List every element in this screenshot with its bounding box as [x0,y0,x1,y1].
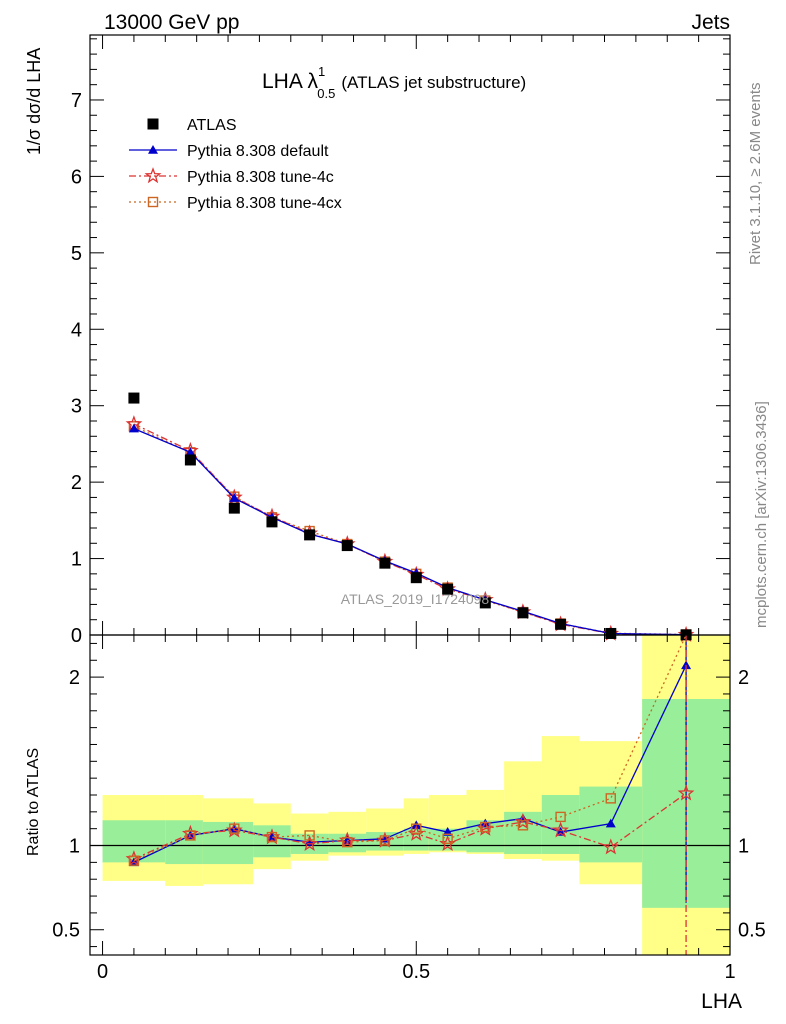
data-point [128,392,140,404]
square-point [266,831,278,843]
analysis-watermark: ATLAS_2019_I1724098 [341,591,490,607]
y-tick-label: 1 [71,549,82,571]
header-left: 13000 GeV pp [104,11,239,34]
triangle-point [555,827,566,836]
y-tick-label: 6 [71,166,82,188]
triangle-point [185,447,196,457]
ratio-tick-label: 2 [738,667,749,689]
x-axis-label: LHA [701,990,742,1013]
y-tick-label: 3 [71,396,82,418]
data-point [555,618,567,630]
plot-title: LHA λ1 0.5(ATLAS jet substructure) [262,64,526,101]
data-point [605,627,617,639]
ratio-line [133,634,687,862]
square-point [185,830,196,841]
data-point [147,118,159,130]
x-tick-label: 0 [97,961,108,983]
y-tick-label: 7 [71,90,82,112]
y-tick-label: 2 [71,472,82,494]
x-tick-label: 1 [724,961,735,983]
square-point [442,833,453,844]
ratio-line [133,665,687,863]
top-panel-frame [89,34,731,636]
star-point [144,167,162,184]
legend-label-default: Pythia 8.308 default [187,143,329,160]
y-tick-label: 0 [71,625,82,647]
star-point [301,834,319,851]
rivet-version-label: Rivet 3.1.10, ≥ 2.6M events [747,83,764,266]
legend-label-tune4cx: Pythia 8.308 tune-4cx [187,195,342,212]
square-point [304,830,315,841]
y-axis-label-top: 1/σ dσ/d LHA [24,48,44,155]
x-tick-label: 0.5 [402,961,430,983]
square-point [555,811,566,823]
legend-label-tune4c: Pythia 8.308 tune-4c [187,169,334,186]
band-inner [102,820,166,863]
square-point [411,823,422,834]
triangle-point [148,145,158,154]
data-point [410,572,422,584]
data-point [379,557,391,569]
star-point [552,821,569,838]
data-point [228,502,240,514]
square-point [605,793,616,804]
star-point [514,813,532,830]
star-point [677,784,695,801]
ratio-tick-label: 0.5 [738,920,766,942]
ratio-tick-label: 2 [69,667,80,689]
ratio-tick-label: 1 [738,836,749,858]
legend-label-atlas: ATLAS [187,117,237,134]
data-point [517,607,529,619]
triangle-point [681,660,692,670]
y-axis-label-ratio: Ratio to ATLAS [25,748,42,856]
star-point [602,838,620,855]
ratio-tick-label: 0.5 [52,920,80,942]
series-line [133,425,687,636]
square-point [342,836,353,848]
data-point [479,597,491,609]
triangle-point [229,493,240,502]
y-tick-label: 4 [71,319,82,341]
ratio-line [133,792,687,860]
ratio-panel-frame [89,634,731,956]
square-point [480,821,491,833]
square-point [379,835,391,846]
data-point [266,516,278,528]
ratio-tick-label: 1 [69,836,80,858]
header-right: Jets [691,11,730,34]
data-point [341,540,353,552]
series-line [133,428,687,636]
data-point [184,454,196,466]
square-point [517,820,529,831]
square-point [229,823,240,834]
data-point [304,529,316,541]
square-point [147,196,159,208]
y-tick-label: 5 [71,243,82,265]
data-point [442,583,454,595]
triangle-point [605,818,616,828]
square-point [128,855,140,866]
mcplots-label: mcplots.cern.ch [arXiv:1306.3436] [753,401,770,628]
triangle-point [128,423,139,433]
